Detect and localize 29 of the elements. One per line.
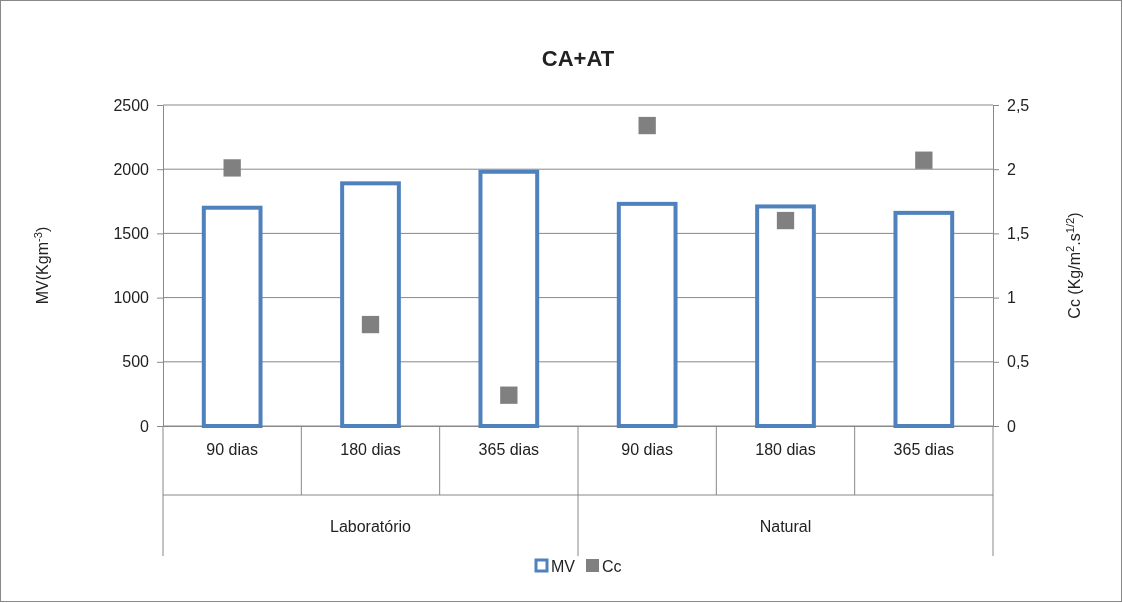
point	[361, 315, 380, 334]
y2-tick-label: 1	[1007, 289, 1016, 307]
point	[638, 116, 656, 135]
text: Natural	[759, 518, 812, 535]
y2-tick-label: 2	[1007, 160, 1016, 178]
y-tick-label: 1500	[113, 225, 150, 243]
y2-tick-label: 0	[1007, 417, 1016, 435]
point	[500, 386, 518, 404]
y-tick-label: 500	[122, 353, 150, 371]
x-tick-label: 365 dias	[478, 440, 540, 458]
point	[915, 151, 933, 169]
y2-tick-label: 1,5	[1007, 225, 1030, 243]
x-tick-label: 90 dias	[621, 440, 673, 458]
y-tick-label: 1000	[113, 289, 150, 307]
x-tick-label: 180 dias	[340, 440, 401, 458]
point	[776, 211, 795, 230]
x-tick-label: 180 dias	[755, 440, 816, 458]
legend-label: Cc	[602, 558, 622, 575]
text: Laboratório	[330, 518, 412, 535]
x-tick-label: 90 dias	[206, 440, 258, 458]
x-tick-label: 365 dias	[893, 440, 955, 458]
legend-label: MV	[551, 558, 576, 575]
y-tick-label: 2500	[113, 96, 150, 114]
y-tick-label: 0	[140, 417, 150, 435]
y2-tick-label: 2,5	[1007, 96, 1030, 114]
chart-title: CA+AT	[541, 46, 615, 71]
y2-tick-label: 0,5	[1007, 353, 1030, 371]
point	[223, 159, 241, 177]
y-tick-label: 2000	[113, 160, 150, 178]
